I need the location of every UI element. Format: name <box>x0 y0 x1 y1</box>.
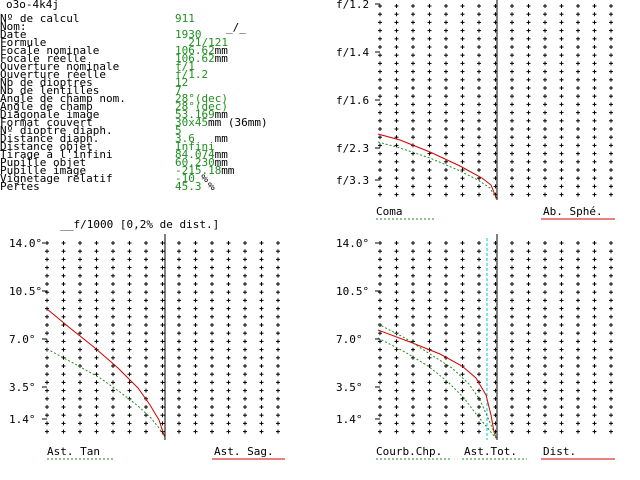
info-value: Infini <box>175 140 215 153</box>
info-label: Pupille objet <box>0 156 87 169</box>
legend-ast-tan: Ast. Tan <box>47 445 100 458</box>
lens-info-panel: Nº de calcul 911 Nom: Date 1930 Formule 21/12… <box>0 12 268 195</box>
info-label: Vignetage relatif <box>0 172 113 185</box>
info-label: Format couvert <box>0 116 93 129</box>
spherical-red-curve <box>377 133 498 201</box>
info-label: Pupille image <box>0 164 87 177</box>
info-value: 28°(dec) <box>175 92 228 105</box>
info-unit: mm <box>214 156 228 169</box>
info-value: 7 <box>175 84 182 97</box>
scale-bar: __ <box>60 218 74 231</box>
info-unit: mm <box>214 108 228 121</box>
info-unit: mm <box>214 52 228 65</box>
window-title: o3o-4k4j <box>6 0 59 11</box>
legend-ast-sag: Ast. Sag. <box>214 445 274 458</box>
info-label: Ouverture réelle <box>0 68 106 81</box>
info-value: 12 <box>175 76 189 89</box>
field-green-curve <box>377 323 497 439</box>
info-value: 53.169 <box>175 108 215 121</box>
info-label: Focale réelle <box>0 52 87 65</box>
field-y-label: 3.5° <box>336 381 363 394</box>
astig-green-curve <box>46 348 166 439</box>
spherical-y-label: f/1.2 <box>336 0 369 11</box>
info-label: Formule <box>0 36 47 49</box>
scale-note-text: f/1000 [0,2% de dist.] <box>73 218 220 231</box>
info-unit: mm (36mm) <box>208 116 268 129</box>
info-unit: mm <box>214 148 228 161</box>
info-value: 1930 <box>175 28 202 41</box>
info-label: Distance diaph. <box>0 132 100 145</box>
info-label: Nb de lentilles <box>0 84 100 97</box>
tilde-mark: _/_ <box>226 21 246 34</box>
info-label: Nº dioptre diaph. <box>0 124 113 137</box>
field-y-label: 1.4° <box>336 413 363 426</box>
info-value: 60.230 <box>175 156 215 169</box>
legend-dist: Dist. <box>543 445 576 458</box>
info-label: Angle de champ <box>0 100 93 113</box>
info-label: Ouverture nominale <box>0 60 120 73</box>
info-value: 28°(dec) <box>175 100 228 113</box>
info-value: 30x45 <box>175 116 209 129</box>
info-unit: % <box>194 172 209 185</box>
spherical-y-label: f/2.3 <box>336 142 369 155</box>
info-label: Nb de dioptres <box>0 76 93 89</box>
field-y-label: 7.0° <box>336 333 363 346</box>
legend-ast-tot: Ast.Tot. <box>464 445 517 458</box>
info-label: Pertes <box>0 180 40 193</box>
info-label: Nº de calcul <box>0 12 80 25</box>
scale-note: __f/1000 [0,2% de dist.] <box>47 213 220 231</box>
info-value: 911 <box>175 12 195 25</box>
info-unit: mm <box>194 132 228 145</box>
spherical-y-label: f/3.3 <box>336 174 369 187</box>
astig-y-label: 1.4° <box>9 413 36 426</box>
legend-courb-chp: Courb.Chp. <box>376 445 442 458</box>
astig-red-curve <box>46 308 166 439</box>
info-value: f/1 <box>175 60 195 73</box>
info-value: f/1.2 <box>175 68 209 81</box>
spherical-y-label: f/1.4 <box>336 46 369 59</box>
info-value: 84.074 <box>175 148 215 161</box>
info-unit: mm <box>221 164 235 177</box>
info-label: Tirage à l'infini <box>0 148 113 161</box>
legend-coma: Coma <box>376 205 403 218</box>
info-unit: mm <box>214 44 228 57</box>
info-value: 3.6 <box>175 132 195 145</box>
info-value: -10 <box>175 172 195 185</box>
field-y-label: 10.5° <box>336 285 369 298</box>
info-value: -215.18 <box>175 164 222 177</box>
info-label: Distance objet <box>0 140 93 153</box>
info-label: Focale nominale <box>0 44 100 57</box>
spherical-green-curve <box>377 141 498 201</box>
astig-y-label: 10.5° <box>9 285 42 298</box>
field-green-curve-2 <box>377 337 497 439</box>
info-unit: % <box>201 180 215 193</box>
legend-ab-sphe: Ab. Sphé. <box>543 205 603 218</box>
info-label: Nom: <box>0 20 27 33</box>
info-label: Angle de champ nom. <box>0 92 126 105</box>
info-label: Diagonale image <box>0 108 100 121</box>
field-red-curve <box>377 329 497 439</box>
info-value: 21/121 <box>175 36 228 49</box>
info-value: 45.3 <box>175 180 202 193</box>
spherical-y-label: f/1.6 <box>336 94 369 107</box>
astig-y-label: 7.0° <box>9 333 36 346</box>
field-y-label: 14.0° <box>336 237 369 250</box>
info-label: Date <box>0 28 27 41</box>
info-value: 106.62 <box>175 44 215 57</box>
info-value: 5 <box>175 124 182 137</box>
info-value: 106.62 <box>175 52 215 65</box>
astig-y-label: 3.5° <box>9 381 36 394</box>
astig-y-label: 14.0° <box>9 237 42 250</box>
